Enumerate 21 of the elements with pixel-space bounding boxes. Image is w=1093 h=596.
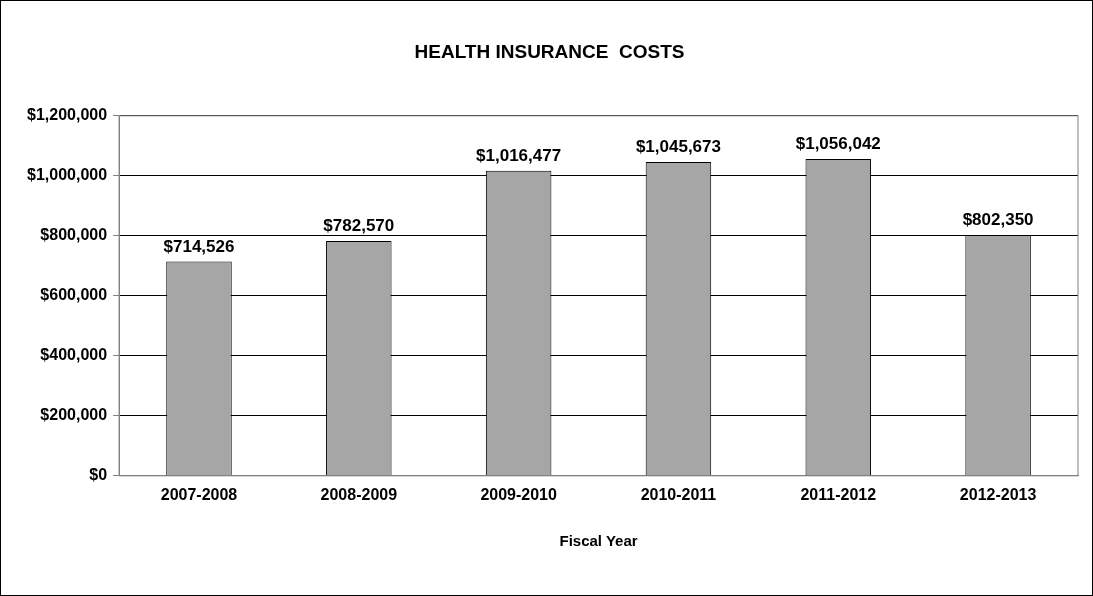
y-tick-label: $0: [89, 466, 108, 484]
x-tick-label: 2011-2012: [800, 485, 877, 503]
data-label: $802,350: [962, 210, 1034, 230]
x-tick-label: 2007-2008: [160, 485, 238, 503]
data-label: $714,526: [163, 236, 235, 256]
y-tick-label: $1,200,000: [27, 106, 108, 124]
y-tick-label: $200,000: [40, 406, 108, 424]
y-tick-label: $400,000: [40, 346, 108, 364]
x-tick-label: 2012-2013: [959, 485, 1037, 503]
x-tick-label: 2008-2009: [320, 485, 398, 503]
y-tick-label: $600,000: [40, 286, 108, 304]
x-tick-label: 2009-2010: [480, 485, 557, 503]
y-tick-label: $800,000: [40, 226, 108, 244]
data-label: $1,045,673: [635, 137, 721, 157]
y-tick-label: $1,000,000: [27, 166, 108, 184]
data-label: $1,056,042: [795, 134, 881, 154]
x-tick-label: 2010-2011: [640, 485, 717, 503]
data-label: $782,570: [323, 216, 395, 236]
chart-title: HEALTH INSURANCE COSTS: [414, 40, 685, 62]
data-label: $1,016,477: [476, 146, 562, 166]
x-axis-title: Fiscal Year: [559, 532, 638, 550]
